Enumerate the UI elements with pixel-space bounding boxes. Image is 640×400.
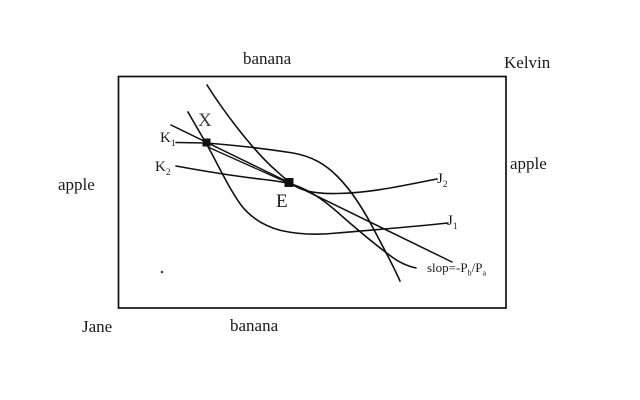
kelvin-curve-1-sub: 1	[170, 139, 176, 149]
kelvin-curve-2-sub: 2	[165, 168, 171, 178]
right-axis-label: apple	[510, 154, 547, 173]
left-axis-label: apple	[58, 175, 95, 194]
jane-curve-1-label: J1	[447, 213, 458, 232]
x-to-e-chord	[208, 146, 288, 184]
slope-label-pre: slop=-P	[427, 260, 468, 275]
equilibrium-marker	[284, 178, 294, 187]
jane-curve-1-sub: 1	[452, 222, 458, 232]
bottom-axis-label: banana	[230, 316, 279, 335]
jane-curve-2-label: J2	[437, 171, 448, 190]
edgeworth-box-border	[117, 75, 507, 309]
jane-curve-2-sub: 2	[442, 180, 448, 190]
jane-curve-2-base: J	[437, 171, 443, 187]
consumer-jane-label: Jane	[82, 317, 113, 336]
slope-label-sub-b: b	[467, 268, 472, 278]
equilibrium-point-label: E	[276, 191, 288, 212]
jane-indifference-1	[187, 111, 449, 235]
jane-curve-1-base: J	[447, 213, 453, 229]
top-axis-label: banana	[243, 49, 292, 68]
slope-label-mid: /P	[471, 260, 483, 275]
slope-label-sub-a: a	[482, 268, 487, 278]
kelvin-indifference-2	[175, 165, 417, 269]
kelvin-curve-1-base: K	[160, 130, 171, 146]
kelvin-indifference-1	[175, 141, 401, 282]
endowment-point-label: X	[198, 110, 212, 131]
stray-dot	[160, 270, 164, 274]
kelvin-curve-2-base: K	[155, 159, 166, 175]
endowment-marker	[202, 138, 211, 147]
kelvin-curve-1-label: K1	[160, 130, 176, 149]
kelvin-curve-2-label: K2	[155, 159, 171, 178]
price-ratio-slope-label: slop=-Pb/Pa	[427, 260, 486, 277]
consumer-kelvin-label: Kelvin	[504, 53, 551, 72]
